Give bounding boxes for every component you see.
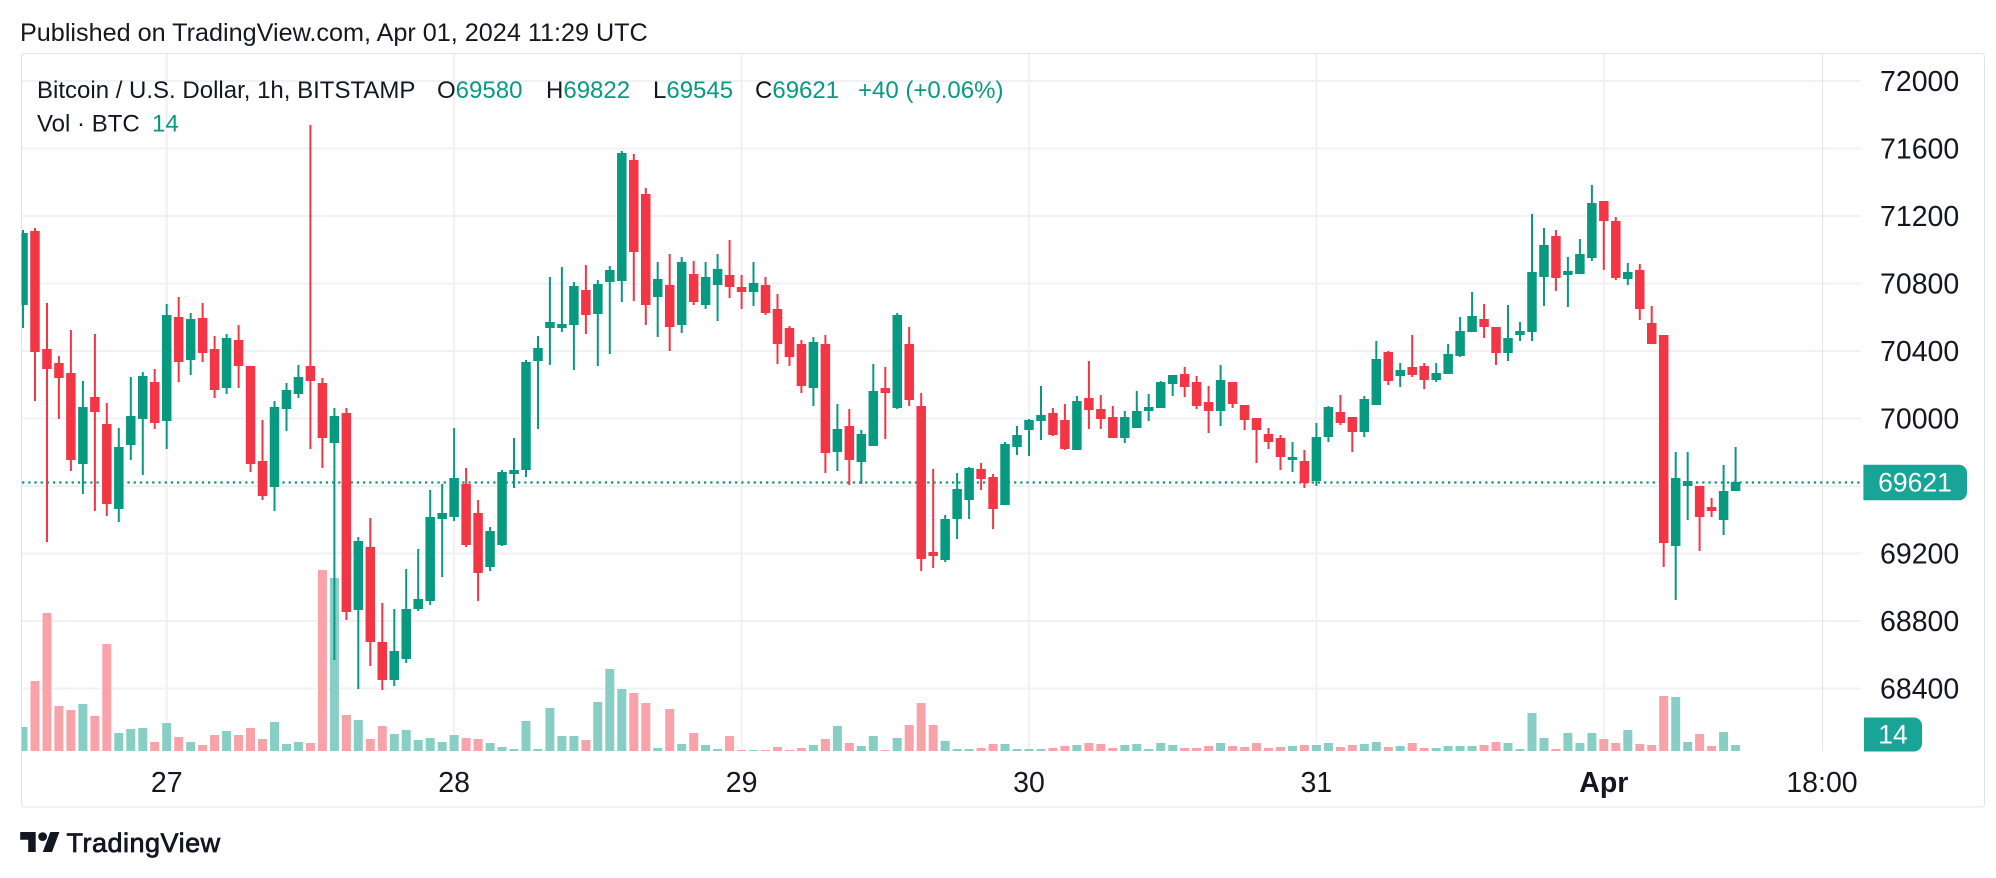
svg-text:TradingView: TradingView	[67, 828, 221, 858]
svg-text:Bitcoin / U.S. Dollar, 1h, BIT: Bitcoin / U.S. Dollar, 1h, BITSTAMP	[37, 77, 415, 104]
svg-text:70800: 70800	[1880, 269, 1959, 301]
svg-text:H69822: H69822	[546, 77, 630, 104]
svg-text:30: 30	[1013, 767, 1045, 799]
svg-text:68800: 68800	[1880, 606, 1959, 638]
svg-text:14: 14	[1878, 720, 1907, 750]
svg-text:28: 28	[438, 767, 470, 799]
svg-text:18:00: 18:00	[1786, 767, 1857, 799]
svg-text:70400: 70400	[1880, 336, 1959, 368]
svg-text:71200: 71200	[1880, 201, 1959, 233]
svg-text:14: 14	[152, 111, 179, 138]
svg-text:+40 (+0.06%): +40 (+0.06%)	[858, 77, 1003, 104]
svg-text:L69545: L69545	[653, 77, 733, 104]
svg-text:27: 27	[151, 767, 183, 799]
svg-text:69621: 69621	[1878, 468, 1952, 498]
svg-text:69200: 69200	[1880, 539, 1959, 571]
svg-text:O69580: O69580	[437, 77, 522, 104]
svg-text:71600: 71600	[1880, 134, 1959, 166]
svg-text:31: 31	[1301, 767, 1333, 799]
svg-text:Vol · BTC: Vol · BTC	[37, 111, 140, 138]
svg-text:72000: 72000	[1880, 66, 1959, 98]
svg-text:68400: 68400	[1880, 674, 1959, 706]
svg-text:Published on TradingView.com,: Published on TradingView.com, Apr 01, 20…	[20, 19, 648, 47]
svg-text:29: 29	[726, 767, 758, 799]
svg-text:Apr: Apr	[1579, 767, 1628, 799]
svg-text:C69621: C69621	[755, 77, 839, 104]
svg-text:70000: 70000	[1880, 404, 1959, 436]
